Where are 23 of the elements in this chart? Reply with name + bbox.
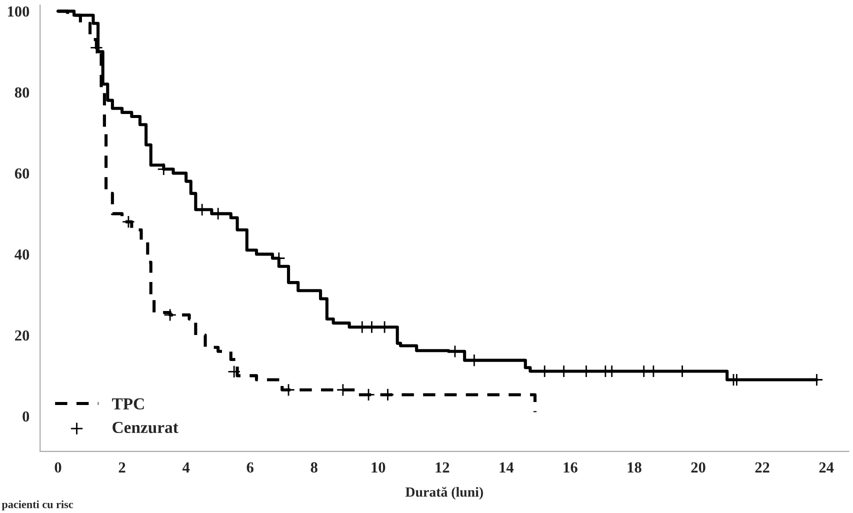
- legend-label: Cenzurat: [112, 422, 178, 434]
- x-tick-label: 22: [755, 462, 770, 472]
- x-tick-label: 2: [118, 462, 126, 472]
- x-tick-label: 24: [819, 462, 834, 472]
- x-tick-label: 12: [436, 462, 450, 472]
- x-tick-label: 18: [628, 462, 642, 473]
- y-tick-label: 100: [8, 6, 30, 17]
- x-tick-label: 0: [54, 462, 62, 473]
- x-tick-label: 4: [182, 462, 190, 472]
- x-tick-label: 6: [246, 462, 254, 473]
- legend-label: TPC: [112, 398, 144, 410]
- y-tick-label: 0: [22, 411, 30, 422]
- y-tick-label: 20: [15, 330, 30, 341]
- x-tick-label: 14: [500, 462, 514, 472]
- y-tick-label: 80: [14, 87, 30, 98]
- x-tick-label: 8: [310, 462, 318, 473]
- x-tick-label: 20: [691, 462, 706, 473]
- y-tick-label: 40: [14, 249, 30, 260]
- x-tick-label: 16: [564, 462, 578, 473]
- text: pacienti cu risc: [2, 500, 74, 510]
- y-tick-label: 60: [14, 168, 30, 179]
- x-tick-label: 10: [372, 462, 386, 473]
- x-axis-title: Durată (luni): [406, 486, 483, 500]
